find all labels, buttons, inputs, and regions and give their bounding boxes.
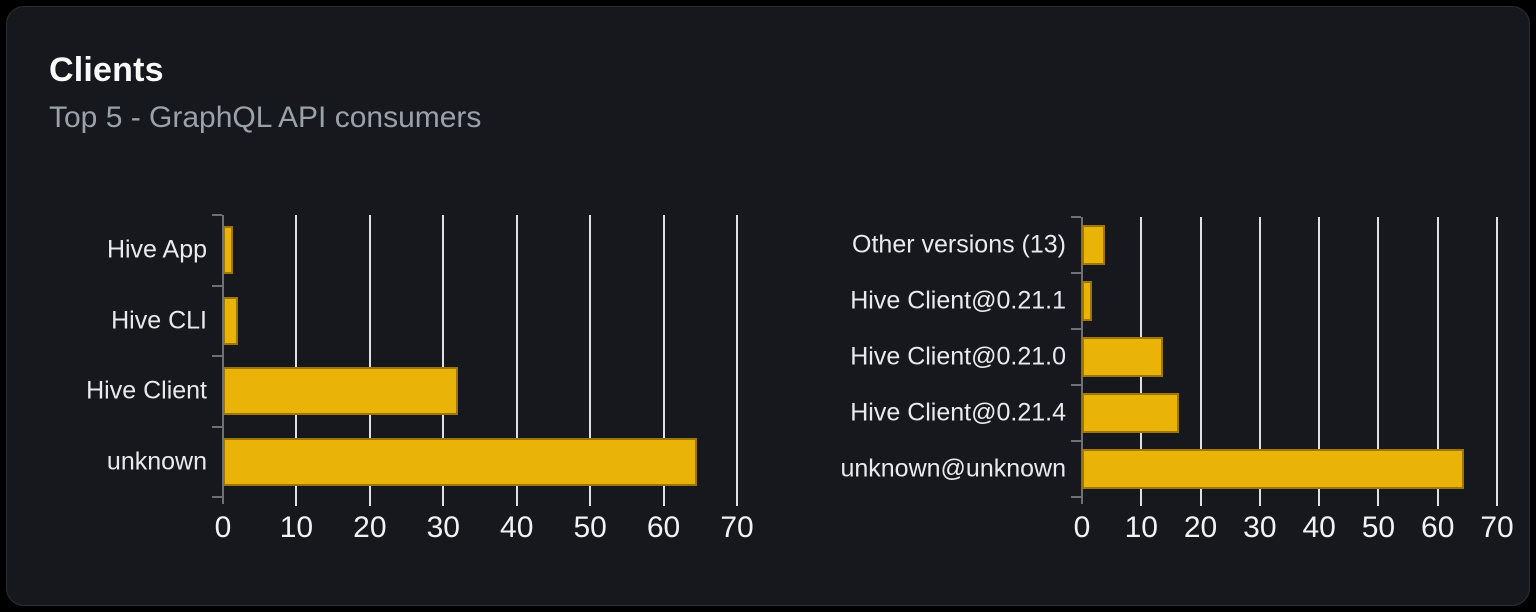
gridline xyxy=(515,215,518,506)
gridline xyxy=(1377,217,1380,506)
x-tick-label: 0 xyxy=(214,511,232,544)
x-tick-label: 20 xyxy=(353,511,387,544)
category-label: Hive CLI xyxy=(111,306,207,335)
category-label: Hive App xyxy=(106,235,207,264)
x-tick-label: 40 xyxy=(1302,511,1336,544)
chart-client-versions: Other versions (13) Hive Client@0.21.1 Hiv… xyxy=(840,216,1514,557)
gridline xyxy=(736,215,738,506)
bar-unknown-unknown[interactable] xyxy=(1082,449,1464,489)
gridline xyxy=(368,215,371,506)
y-axis-tick xyxy=(1071,384,1081,386)
x-tick-label: 50 xyxy=(573,511,607,544)
gridline xyxy=(1496,217,1498,506)
bar-hive-cli[interactable] xyxy=(223,296,238,345)
gridline xyxy=(1436,217,1439,506)
gridline xyxy=(1199,217,1202,506)
x-tick-label: 0 xyxy=(1073,511,1091,544)
y-axis-tick xyxy=(212,214,222,216)
y-axis-line xyxy=(222,215,224,504)
gridline xyxy=(1318,217,1321,506)
bar-hive-client[interactable] xyxy=(223,367,458,416)
gridline xyxy=(662,215,665,506)
y-axis-tick xyxy=(212,496,222,498)
y-axis-tick xyxy=(1071,272,1081,274)
bar-unknown[interactable] xyxy=(223,437,698,486)
bar-hive-client-0-21-0[interactable] xyxy=(1082,337,1164,377)
y-axis-tick xyxy=(212,355,222,357)
y-axis-tick xyxy=(1071,440,1081,442)
y-axis-tick xyxy=(212,425,222,428)
category-label: Hive Client xyxy=(86,376,207,405)
x-tick-label: 30 xyxy=(1243,511,1277,544)
clients-card: Clients Top 5 - GraphQL API consumers Hi… xyxy=(6,6,1530,606)
y-axis-tick xyxy=(1071,328,1081,330)
card-subtitle: Top 5 - GraphQL API consumers xyxy=(49,101,482,134)
gridline xyxy=(295,215,298,506)
x-tick-label: 30 xyxy=(426,511,460,544)
x-tick-label: 20 xyxy=(1183,511,1218,544)
category-label: Hive Client@0.21.4 xyxy=(850,398,1066,427)
x-tick-label: 40 xyxy=(500,511,534,544)
gridline xyxy=(1258,217,1261,506)
category-label: unknown xyxy=(106,447,207,476)
chart-clients: Hive App Hive CLI Hive Client unknown 0 10 20 3… xyxy=(86,214,754,557)
y-axis-tick xyxy=(212,284,222,287)
y-axis-tick xyxy=(1071,216,1081,218)
x-tick-label: 60 xyxy=(646,511,681,544)
bar-other-versions-13-[interactable] xyxy=(1082,225,1105,265)
x-tick-label: 50 xyxy=(1361,511,1396,544)
x-tick-label: 10 xyxy=(1124,511,1158,544)
bar-hive-client-0-21-4[interactable] xyxy=(1082,393,1180,433)
gridline xyxy=(589,215,592,506)
y-axis-tick xyxy=(1071,496,1081,498)
category-label: Other versions (13) xyxy=(852,230,1066,259)
category-label: Hive Client@0.21.1 xyxy=(850,286,1066,315)
x-tick-label: 70 xyxy=(1480,511,1514,544)
bar-hive-app[interactable] xyxy=(223,226,233,275)
gridline xyxy=(442,215,445,506)
card-title: Clients xyxy=(49,51,164,89)
category-label: unknown@unknown xyxy=(840,454,1066,483)
x-tick-label: 60 xyxy=(1421,511,1455,544)
x-tick-label: 70 xyxy=(720,511,754,544)
category-label: Hive Client@0.21.0 xyxy=(850,342,1066,371)
bar-hive-client-0-21-1[interactable] xyxy=(1082,281,1093,321)
x-tick-label: 10 xyxy=(279,511,314,544)
